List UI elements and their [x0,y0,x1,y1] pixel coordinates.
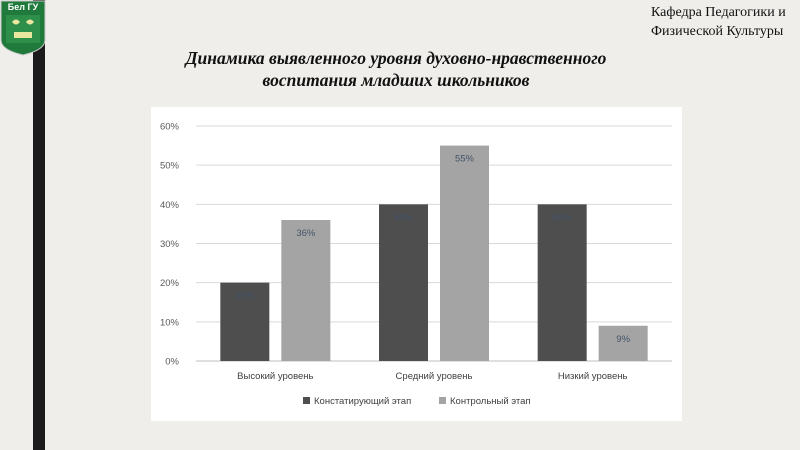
y-tick-label: 10% [160,317,180,328]
bar [379,204,428,361]
y-tick-label: 40% [160,200,180,211]
university-logo [0,0,46,56]
department-line-1: Кафедра Педагогики и [651,5,786,20]
bar [537,204,587,361]
slide-title-line-2: воспитания младших школьников [262,70,530,90]
department-line-2: Физической Культуры [651,24,784,39]
data-label: 40% [394,212,414,223]
slide-title: Динамика выявленного уровня духовно-нрав… [140,47,652,91]
legend-label: Констатирующий этап [314,396,411,407]
y-tick-label: 60% [160,122,180,133]
left-decor-bar [33,0,45,450]
data-label: 9% [616,334,630,345]
logo-text: Бел ГУ [7,2,39,12]
legend-label: Контрольный этап [450,396,531,407]
legend-swatch [303,397,310,404]
data-label: 55% [455,154,475,165]
x-tick-label: Средний уровень [396,371,473,382]
y-tick-label: 20% [160,278,180,289]
y-tick-label: 0% [165,357,179,368]
data-label: 40% [553,212,573,223]
bar [440,145,489,361]
x-tick-label: Высокий уровень [237,371,313,382]
legend-swatch [439,397,446,404]
slide-title-line-1: Динамика выявленного уровня духовно-нрав… [185,48,607,68]
bar [281,220,331,361]
data-label: 36% [296,228,316,239]
y-tick-label: 30% [160,239,180,250]
chart-panel: 0% 10% 20% 30% 40% 50% 60% 20% 36% Высокий уровен… [151,107,682,421]
department-name: Кафедра Педагогики и Физической Культуры [651,3,800,41]
bar [220,282,270,361]
bar-chart: 0% 10% 20% 30% 40% 50% 60% 20% 36% Высокий уровен… [160,122,672,407]
data-label: 20% [235,291,255,302]
bar [598,325,648,361]
y-tick-label: 50% [160,161,180,172]
x-tick-label: Низкий уровень [558,371,628,382]
